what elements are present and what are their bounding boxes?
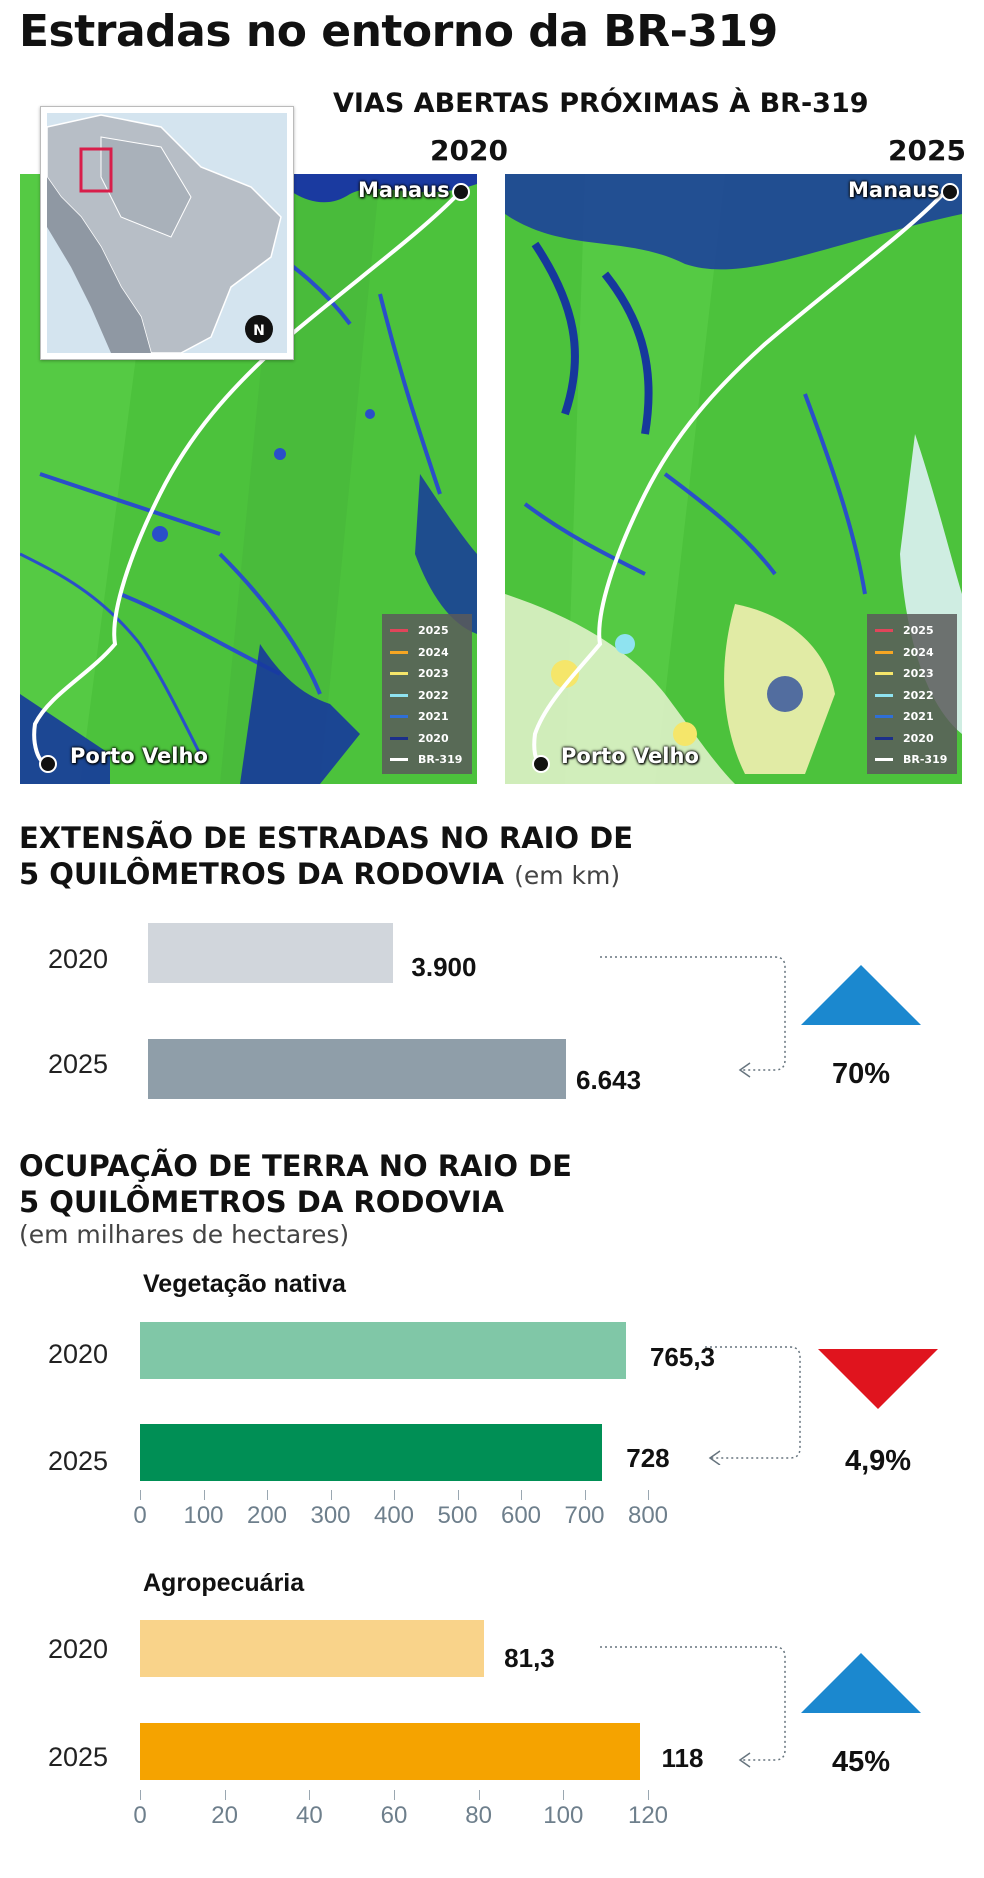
city-label-manaus: Manaus bbox=[848, 178, 940, 202]
bar-roads-2020 bbox=[148, 923, 394, 983]
axis-tick-mark bbox=[648, 1490, 649, 1500]
axis-tick-label: 20 bbox=[211, 1802, 239, 1829]
native-change-connector bbox=[705, 1346, 801, 1465]
land-title-line1: OCUPAÇÃO DE TERRA NO RAIO DE bbox=[19, 1149, 572, 1183]
axis-tick-label: 100 bbox=[543, 1802, 584, 1829]
agro-year-2025: 2025 bbox=[48, 1742, 109, 1772]
legend-item: 2024 bbox=[867, 642, 957, 664]
map-legend-2025: 2025 2024 2023 2022 2021 2020 BR-319 bbox=[867, 614, 957, 774]
native-vegetation-title: Vegetação nativa bbox=[143, 1270, 346, 1298]
axis-tick-mark bbox=[224, 1790, 226, 1800]
axis-tick-mark bbox=[203, 1490, 205, 1500]
axis-tick-label: 600 bbox=[500, 1502, 542, 1529]
agro-year-2020: 2020 bbox=[48, 1634, 109, 1664]
axis-tick-mark bbox=[457, 1490, 459, 1500]
axis-tick-mark bbox=[267, 1490, 268, 1500]
bar-native-2020 bbox=[140, 1322, 626, 1379]
axis-tick-mark bbox=[394, 1790, 395, 1800]
axis-tick-mark bbox=[309, 1790, 311, 1800]
value-label-agro-2020: 81,3 bbox=[504, 1643, 555, 1673]
map-year-2025: 2025 bbox=[888, 134, 966, 167]
legend-item: BR-319 bbox=[382, 749, 472, 771]
legend-item: 2020 bbox=[382, 728, 472, 750]
legend-item: 2024 bbox=[382, 642, 472, 664]
axis-tick-mark bbox=[648, 1790, 649, 1800]
locator-map: N bbox=[40, 106, 294, 360]
axis-tick-label: 700 bbox=[564, 1502, 605, 1529]
axis-tick-label: 400 bbox=[373, 1502, 415, 1529]
land-title-line2: 5 QUILÔMETROS DA RODOVIA bbox=[19, 1185, 504, 1219]
arrow-down-icon bbox=[818, 1349, 938, 1409]
roads-title-line1: EXTENSÃO DE ESTRADAS NO RAIO DE bbox=[19, 821, 634, 855]
axis-tick-label: 80 bbox=[465, 1802, 493, 1829]
agro-axis: 0 20 40 60 80 100 120 bbox=[0, 1790, 984, 1850]
legend-item: 2023 bbox=[867, 663, 957, 685]
axis-tick-mark bbox=[584, 1490, 586, 1500]
arrow-up-icon bbox=[801, 965, 921, 1025]
value-label-agro-2025: 118 bbox=[661, 1743, 704, 1773]
axis-tick-label: 500 bbox=[437, 1502, 478, 1529]
maps-title: VIAS ABERTAS PRÓXIMAS À BR-319 bbox=[333, 88, 869, 119]
city-label-porto-velho: Porto Velho bbox=[70, 744, 208, 768]
satellite-map-2025: Manaus Porto Velho 2025 2024 2023 2022 2… bbox=[505, 174, 962, 784]
agriculture-title: Agropecuária bbox=[143, 1569, 305, 1597]
axis-tick-label: 40 bbox=[295, 1802, 323, 1829]
map-legend-2020: 2025 2024 2023 2022 2021 2020 BR-319 bbox=[382, 614, 472, 774]
roads-year-2025: 2025 bbox=[48, 1049, 109, 1079]
land-unit: (em milhares de hectares) bbox=[19, 1220, 350, 1249]
map-year-2020: 2020 bbox=[430, 134, 508, 167]
agro-change-connector bbox=[600, 1646, 786, 1768]
agro-change-pct: 45% bbox=[831, 1746, 891, 1778]
axis-tick-mark bbox=[563, 1790, 565, 1800]
arrow-up-icon bbox=[801, 1653, 921, 1713]
native-change-pct: 4,9% bbox=[844, 1445, 912, 1477]
bar-agro-2020 bbox=[140, 1620, 485, 1677]
roads-change-connector bbox=[600, 956, 786, 1078]
bar-roads-2025 bbox=[148, 1039, 566, 1099]
axis-tick-mark bbox=[521, 1490, 522, 1500]
axis-tick-label: 300 bbox=[310, 1502, 351, 1529]
roads-year-2020: 2020 bbox=[48, 944, 109, 974]
axis-tick-label: 100 bbox=[183, 1502, 224, 1529]
page-title: Estradas no entorno da BR-319 bbox=[19, 6, 778, 57]
legend-item: 2022 bbox=[867, 685, 957, 707]
native-axis: 0 100 200 300 400 500 600 700 800 bbox=[0, 1490, 984, 1550]
city-label-porto-velho: Porto Velho bbox=[561, 744, 699, 768]
native-year-2020: 2020 bbox=[48, 1339, 109, 1369]
legend-item: 2023 bbox=[382, 663, 472, 685]
value-label-roads-2020: 3.900 bbox=[411, 952, 477, 982]
axis-tick-mark bbox=[140, 1490, 141, 1500]
legend-item: 2025 bbox=[867, 620, 957, 642]
axis-tick-mark bbox=[330, 1490, 332, 1500]
native-year-2025: 2025 bbox=[48, 1446, 109, 1476]
city-label-manaus: Manaus bbox=[358, 178, 450, 202]
roads-unit: (em km) bbox=[514, 861, 621, 890]
legend-item: 2020 bbox=[867, 728, 957, 750]
legend-item: 2022 bbox=[382, 685, 472, 707]
bar-agro-2025 bbox=[140, 1723, 640, 1780]
region-highlight bbox=[79, 147, 113, 193]
legend-item: 2025 bbox=[382, 620, 472, 642]
value-label-roads-2025: 6.643 bbox=[576, 1065, 642, 1095]
axis-tick-label: 120 bbox=[627, 1802, 669, 1829]
legend-item: BR-319 bbox=[867, 749, 957, 771]
axis-tick-mark bbox=[478, 1790, 480, 1800]
roads-change-pct: 70% bbox=[831, 1058, 891, 1090]
axis-tick-label: 800 bbox=[627, 1502, 669, 1529]
roads-title-line2: 5 QUILÔMETROS DA RODOVIA (em km) bbox=[19, 857, 621, 891]
axis-tick-label: 0 bbox=[133, 1502, 147, 1529]
axis-tick-label: 0 bbox=[133, 1802, 147, 1829]
north-arrow-icon: N bbox=[253, 323, 265, 339]
axis-tick-mark bbox=[394, 1490, 395, 1500]
value-label-native-2020: 765,3 bbox=[649, 1342, 716, 1372]
bar-native-2025 bbox=[140, 1424, 603, 1481]
legend-item: 2021 bbox=[382, 706, 472, 728]
axis-tick-label: 60 bbox=[380, 1802, 408, 1829]
axis-tick-mark bbox=[140, 1790, 141, 1800]
value-label-native-2025: 728 bbox=[626, 1443, 670, 1473]
legend-item: 2021 bbox=[867, 706, 957, 728]
axis-tick-label: 200 bbox=[246, 1502, 288, 1529]
